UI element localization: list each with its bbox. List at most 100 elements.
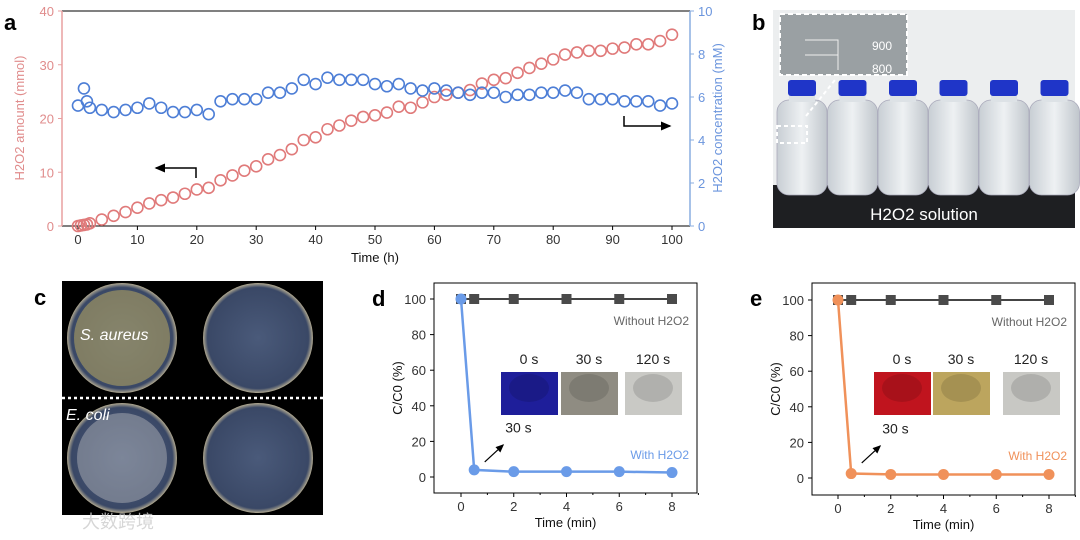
chart-a-xlabel: Time (h) (351, 250, 399, 265)
legend-without-h2o2: Without H2O2 (614, 314, 690, 328)
x-tick-label: 80 (546, 232, 560, 247)
marker-without-h2o2 (561, 294, 572, 304)
chart-a: Time (h) H2O2 amount (mmol) H2O2 concent… (12, 4, 725, 265)
point-h2o2-amount (546, 53, 560, 66)
bottle (928, 99, 979, 196)
point-h2o2-concentration (95, 103, 109, 117)
point-h2o2-concentration (273, 86, 287, 99)
x-tick-label: 0 (834, 501, 841, 516)
watermark: 大数跨境 (82, 512, 154, 532)
point-h2o2-concentration (653, 99, 667, 112)
annotation-arrow (861, 445, 882, 464)
point-h2o2-concentration (641, 95, 655, 108)
y-right-tick-label: 2 (698, 176, 705, 191)
point-h2o2-amount (154, 193, 168, 207)
point-h2o2-amount (249, 160, 263, 173)
point-h2o2-amount (309, 131, 322, 144)
bottle (877, 99, 929, 196)
point-h2o2-amount (321, 122, 334, 136)
point-h2o2-concentration (154, 101, 168, 115)
point-h2o2-concentration (297, 73, 311, 87)
marker-with-h2o2 (938, 468, 949, 480)
point-h2o2-amount (511, 66, 524, 80)
point-h2o2-amount (523, 61, 536, 75)
photo-b-inset (779, 13, 908, 76)
marker-without-h2o2 (885, 295, 896, 305)
point-h2o2-concentration (499, 90, 512, 104)
vial-photo (501, 372, 558, 415)
x-tick-label: 30 (249, 232, 263, 247)
point-h2o2-amount (238, 164, 251, 177)
point-h2o2-concentration (582, 92, 596, 106)
y-left-tick-label: 20 (40, 112, 54, 127)
bottle-cap (1040, 80, 1069, 96)
line-with-h2o2 (836, 299, 1049, 476)
point-h2o2-concentration (606, 92, 619, 106)
point-h2o2-concentration (535, 86, 548, 99)
point-h2o2-amount (653, 34, 667, 48)
marker-with-h2o2 (666, 467, 678, 479)
point-h2o2-concentration (202, 107, 215, 121)
y-right-tick-label: 4 (698, 133, 705, 148)
point-h2o2-concentration (77, 82, 91, 95)
marker-without-h2o2 (938, 295, 949, 305)
point-h2o2-concentration (249, 92, 263, 106)
point-h2o2-concentration (190, 103, 204, 117)
bottle-cap (838, 80, 867, 96)
x-tick-label: 60 (427, 232, 441, 247)
point-h2o2-concentration (368, 77, 382, 91)
point-h2o2-concentration (142, 97, 156, 110)
chart-a-ylabel-left: H2O2 amount (mmol) (12, 56, 27, 181)
panel-label-e: e (750, 286, 762, 311)
point-h2o2-concentration (475, 86, 489, 99)
x-tick-label: 70 (487, 232, 501, 247)
y-tick-label: 60 (412, 363, 426, 378)
point-h2o2-concentration (321, 71, 334, 84)
marker-with-h2o2 (885, 468, 897, 480)
marker-without-h2o2 (667, 294, 677, 304)
point-h2o2-concentration (439, 84, 453, 97)
point-h2o2-amount (499, 71, 512, 85)
marker-without-h2o2 (469, 294, 480, 304)
point-h2o2-concentration (570, 86, 584, 99)
point-h2o2-concentration (416, 84, 429, 97)
arrow-left-axis (154, 163, 197, 178)
legend-with-h2o2: With H2O2 (1008, 449, 1067, 463)
x-tick-label: 100 (661, 232, 683, 247)
vial-photo (1003, 372, 1060, 415)
point-h2o2-amount (570, 46, 584, 59)
vial-photo (933, 372, 990, 415)
point-h2o2-amount (404, 101, 417, 115)
point-h2o2-amount (297, 133, 311, 147)
marker-with-h2o2 (455, 293, 467, 305)
y-tick-label: 0 (419, 470, 426, 485)
point-h2o2-amount (107, 209, 120, 223)
y-axis-label: C/C0 (%) (390, 361, 405, 414)
point-h2o2-concentration (107, 105, 120, 119)
x-tick-label: 90 (605, 232, 619, 247)
point-h2o2-concentration (309, 77, 322, 91)
point-h2o2-concentration (226, 92, 239, 106)
x-axis-label: Time (min) (913, 517, 975, 532)
point-h2o2-amount (178, 187, 192, 201)
photo-b-caption: H2O2 solution (870, 205, 978, 224)
vial-time-label: 30 s (576, 351, 602, 367)
point-h2o2-concentration (463, 88, 477, 102)
point-h2o2-concentration (333, 73, 346, 87)
point-h2o2-concentration (380, 79, 394, 93)
marker-without-h2o2 (508, 294, 519, 304)
point-h2o2-amount (558, 48, 572, 61)
bottle-cap (990, 80, 1018, 96)
legend-without-h2o2: Without H2O2 (992, 315, 1068, 329)
x-tick-label: 8 (1045, 501, 1052, 516)
bottle (978, 99, 1030, 196)
point-h2o2-concentration (356, 73, 370, 87)
point-h2o2-concentration (178, 105, 192, 119)
y-left-tick-label: 30 (40, 58, 54, 73)
chart-a-ylabel-right: H2O2 concentration (mM) (710, 43, 725, 193)
point-h2o2-amount (344, 114, 358, 127)
point-h2o2-concentration (523, 88, 536, 102)
panel-label-b: b (752, 10, 765, 35)
annotation-30s: 30 s (505, 420, 531, 436)
point-h2o2-amount (190, 183, 204, 196)
